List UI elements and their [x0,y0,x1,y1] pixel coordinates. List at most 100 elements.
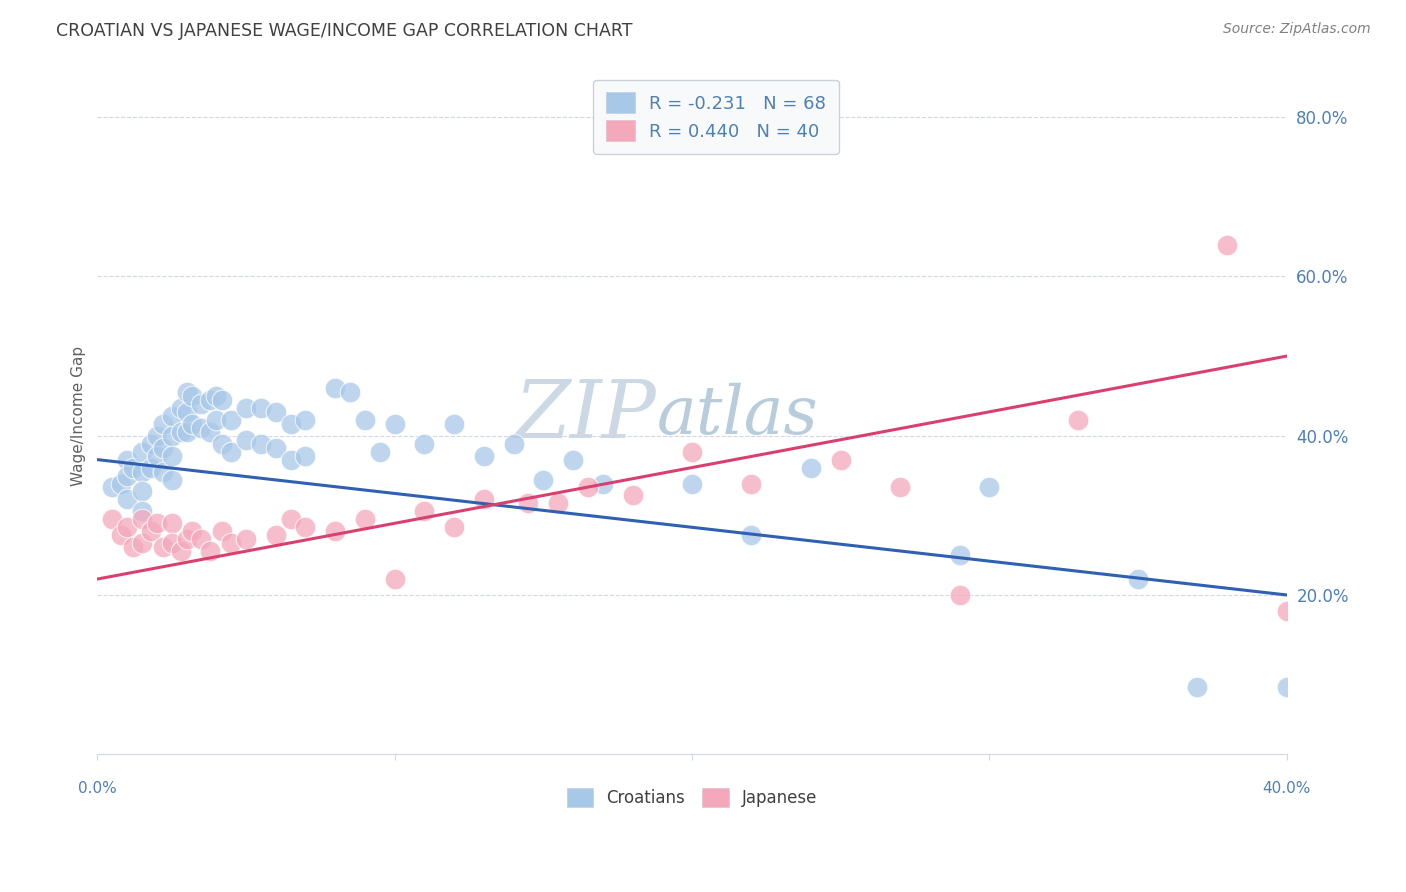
Point [176,405,198,419]
Point [413,504,436,518]
Point [443,520,465,534]
Point [280,417,302,431]
Point [740,528,762,542]
Point [200,392,222,407]
Point [219,536,242,550]
Point [176,425,198,439]
Point [211,524,233,539]
Point [339,384,361,399]
Point [472,492,495,507]
Point [1216,237,1239,252]
Point [152,540,174,554]
Point [131,484,153,499]
Point [115,520,138,534]
Point [576,481,599,495]
Point [139,436,162,450]
Point [517,496,540,510]
Point [502,436,524,450]
Point [131,512,153,526]
Text: 0.0%: 0.0% [77,781,117,797]
Point [146,516,169,531]
Point [190,533,212,547]
Point [235,433,257,447]
Point [190,421,212,435]
Point [160,449,183,463]
Point [830,452,852,467]
Point [1067,413,1090,427]
Point [160,536,183,550]
Point [1275,604,1298,618]
Point [384,417,406,431]
Text: ZIP: ZIP [515,377,657,455]
Text: 40.0%: 40.0% [1263,781,1310,797]
Point [948,548,970,562]
Point [110,528,132,542]
Point [354,512,377,526]
Point [948,588,970,602]
Point [562,452,585,467]
Point [110,476,132,491]
Text: Source: ZipAtlas.com: Source: ZipAtlas.com [1223,22,1371,37]
Point [443,417,465,431]
Point [979,481,1001,495]
Point [280,452,302,467]
Point [211,392,233,407]
Point [115,492,138,507]
Point [200,544,222,558]
Point [323,381,346,395]
Point [176,533,198,547]
Point [131,444,153,458]
Point [1126,572,1149,586]
Point [152,465,174,479]
Point [250,401,273,415]
Point [205,413,228,427]
Point [740,476,762,491]
Point [152,441,174,455]
Point [547,496,569,510]
Point [122,540,145,554]
Point [592,476,614,491]
Point [146,449,169,463]
Point [160,428,183,442]
Point [235,533,257,547]
Point [200,425,222,439]
Point [181,524,204,539]
Point [160,473,183,487]
Point [115,452,138,467]
Point [1275,680,1298,694]
Point [250,436,273,450]
Point [131,504,153,518]
Point [294,520,316,534]
Point [205,389,228,403]
Point [219,444,242,458]
Point [160,409,183,423]
Point [176,384,198,399]
Point [219,413,242,427]
Point [681,476,703,491]
Point [160,516,183,531]
Point [323,524,346,539]
Point [152,417,174,431]
Point [800,460,823,475]
Point [122,460,145,475]
Text: atlas: atlas [657,384,818,449]
Point [681,444,703,458]
Point [1187,680,1209,694]
Point [101,481,124,495]
Point [181,417,204,431]
Point [169,544,191,558]
Point [169,401,191,415]
Point [621,488,644,502]
Point [211,436,233,450]
Point [472,449,495,463]
Point [190,397,212,411]
Point [131,465,153,479]
Point [889,481,911,495]
Point [294,449,316,463]
Point [115,468,138,483]
Point [181,389,204,403]
Y-axis label: Wage/Income Gap: Wage/Income Gap [72,346,86,486]
Point [368,444,391,458]
Point [294,413,316,427]
Point [264,441,287,455]
